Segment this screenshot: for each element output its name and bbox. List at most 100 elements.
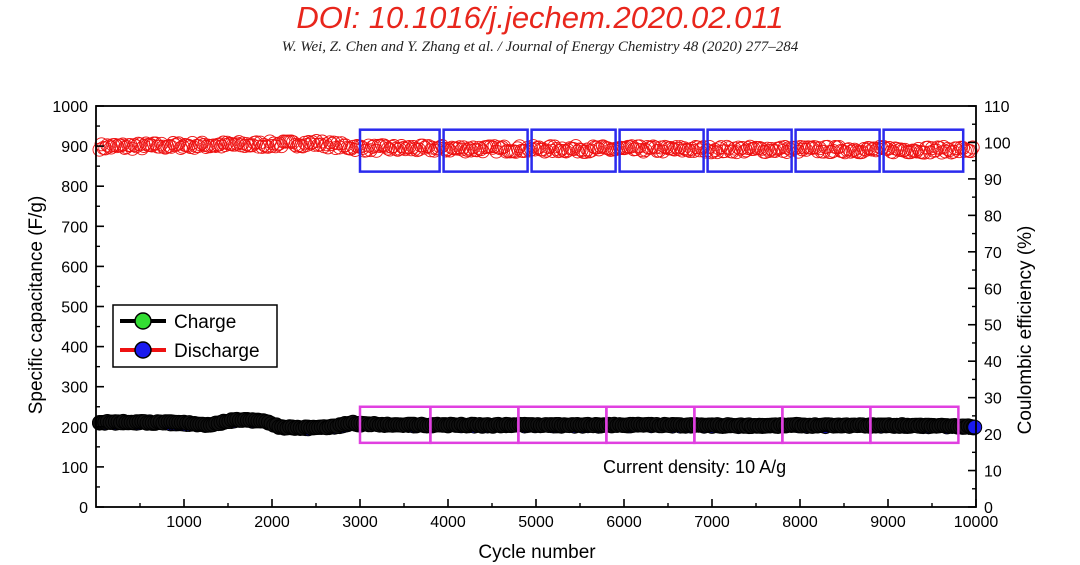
efficiency-point bbox=[721, 141, 736, 156]
efficiency-point bbox=[553, 143, 568, 158]
efficiency-point bbox=[797, 140, 812, 155]
y2-axis-label: Coulombic efficiency (%) bbox=[1015, 226, 1036, 435]
y2-tick-label: 40 bbox=[984, 354, 1002, 371]
doi-heading: DOI: 10.1016/j.jechem.2020.02.011 bbox=[296, 0, 784, 35]
efficiency-point bbox=[667, 142, 682, 157]
efficiency-point bbox=[365, 139, 380, 154]
efficiency-point bbox=[108, 138, 122, 152]
efficiency-highlight-box bbox=[706, 128, 793, 173]
y2-tick-label: 60 bbox=[984, 281, 1002, 298]
efficiency-point bbox=[156, 139, 171, 154]
efficiency-point bbox=[628, 142, 643, 157]
y-tick-label: 700 bbox=[61, 219, 88, 236]
efficiency-highlight-box bbox=[358, 128, 441, 173]
efficiency-point bbox=[845, 143, 860, 158]
efficiency-point bbox=[458, 144, 473, 159]
efficiency-point bbox=[94, 137, 109, 152]
efficiency-point bbox=[129, 139, 144, 154]
efficiency-point bbox=[464, 143, 479, 158]
efficiency-point bbox=[692, 143, 707, 158]
y2-tick-label: 10 bbox=[984, 464, 1002, 481]
efficiency-point bbox=[235, 136, 250, 151]
efficiency-point bbox=[324, 137, 339, 152]
efficiency-point bbox=[216, 135, 231, 150]
efficiency-point bbox=[473, 142, 488, 157]
discharge-point bbox=[967, 419, 983, 435]
efficiency-point bbox=[746, 141, 761, 156]
efficiency-point bbox=[415, 138, 430, 153]
efficiency-point bbox=[733, 141, 748, 156]
efficiency-point bbox=[485, 140, 500, 155]
efficiency-point bbox=[843, 144, 858, 159]
efficiency-point bbox=[539, 143, 554, 158]
efficiency-point bbox=[454, 142, 469, 157]
efficiency-point bbox=[863, 141, 877, 156]
x-tick-label: 2000 bbox=[254, 514, 290, 531]
efficiency-point bbox=[760, 141, 775, 156]
efficiency-point bbox=[307, 137, 322, 152]
x-tick-label: 9000 bbox=[870, 514, 906, 531]
x-tick-label: 4000 bbox=[430, 514, 466, 531]
efficiency-point bbox=[373, 139, 388, 153]
efficiency-highlight-box bbox=[530, 128, 617, 173]
efficiency-point bbox=[957, 143, 972, 158]
efficiency-point bbox=[810, 144, 825, 159]
efficiency-point bbox=[288, 138, 303, 152]
efficiency-point bbox=[245, 138, 260, 153]
efficiency-point bbox=[483, 139, 498, 154]
efficiency-point bbox=[624, 139, 639, 154]
efficiency-point bbox=[555, 141, 570, 156]
efficiency-point bbox=[181, 138, 196, 153]
efficiency-point bbox=[398, 142, 413, 157]
efficiency-highlight-box bbox=[882, 128, 965, 173]
x-axis-label: Cycle number bbox=[478, 542, 596, 563]
y2-tick-label: 30 bbox=[984, 391, 1002, 408]
efficiency-point bbox=[170, 137, 184, 152]
efficiency-point bbox=[444, 140, 459, 155]
efficiency-highlight-box bbox=[442, 128, 529, 173]
efficiency-point bbox=[743, 139, 757, 154]
y-tick-label: 1000 bbox=[52, 99, 88, 116]
legend: Charge Discharge bbox=[112, 304, 278, 368]
efficiency-point bbox=[837, 145, 852, 160]
efficiency-point bbox=[965, 140, 980, 155]
efficiency-point bbox=[928, 143, 943, 158]
y-tick-label: 500 bbox=[61, 300, 88, 317]
efficiency-point bbox=[412, 142, 426, 157]
efficiency-point bbox=[460, 142, 475, 157]
efficiency-point bbox=[739, 143, 754, 158]
efficiency-point bbox=[123, 138, 138, 153]
efficiency-point bbox=[319, 137, 333, 152]
efficiency-point bbox=[115, 137, 130, 152]
efficiency-point bbox=[104, 140, 119, 155]
efficiency-point bbox=[98, 141, 113, 156]
efficiency-point bbox=[698, 144, 713, 159]
y-tick-label: 400 bbox=[61, 340, 88, 357]
x-tick-label: 7000 bbox=[694, 514, 730, 531]
y2-tick-label: 80 bbox=[984, 208, 1002, 225]
efficiency-point bbox=[946, 144, 961, 159]
efficiency-point bbox=[754, 141, 769, 156]
legend-discharge-marker bbox=[134, 341, 152, 359]
efficiency-point bbox=[472, 140, 486, 155]
efficiency-point bbox=[396, 140, 411, 155]
efficiency-point bbox=[952, 144, 967, 159]
current-density-annotation: Current density: 10 A/g bbox=[603, 457, 786, 477]
efficiency-point bbox=[466, 140, 481, 155]
x-tick-label: 3000 bbox=[342, 514, 378, 531]
efficiency-point bbox=[638, 143, 653, 157]
y-axis-label: Specific capacitance (F/g) bbox=[26, 196, 47, 415]
efficiency-point bbox=[199, 140, 213, 154]
x-tick-label: 8000 bbox=[782, 514, 818, 531]
efficiency-markers bbox=[92, 134, 980, 160]
x-tick-label: 10000 bbox=[954, 514, 999, 531]
capacitance-markers bbox=[92, 411, 983, 437]
efficiency-point bbox=[113, 138, 128, 153]
y-tick-label: 800 bbox=[61, 179, 88, 196]
efficiency-point bbox=[897, 142, 912, 157]
y2-tick-label: 50 bbox=[984, 318, 1002, 335]
efficiency-point bbox=[152, 139, 167, 154]
efficiency-point bbox=[907, 143, 922, 158]
efficiency-highlight-box bbox=[794, 128, 881, 173]
efficiency-point bbox=[847, 142, 862, 157]
